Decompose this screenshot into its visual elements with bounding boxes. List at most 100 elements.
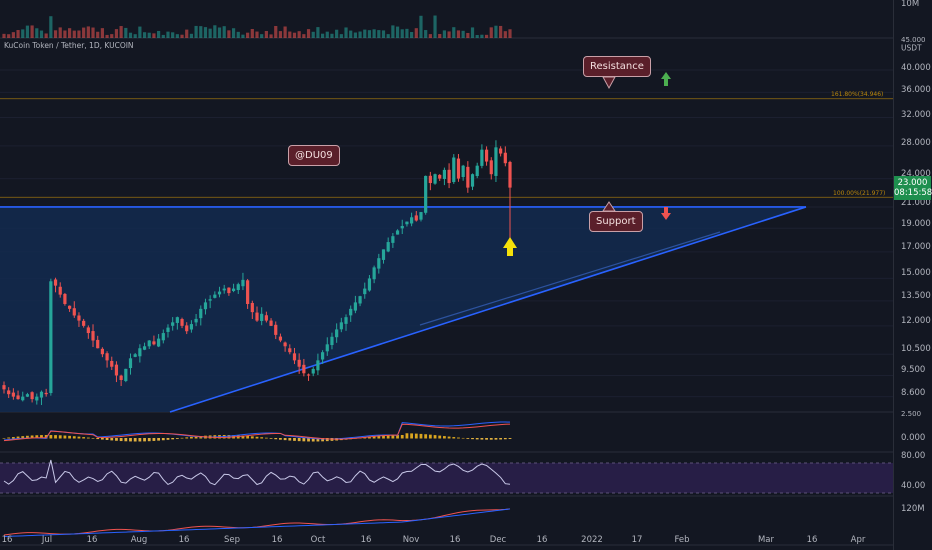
candle-body	[508, 161, 512, 188]
volume-bar	[96, 31, 100, 38]
candle-body	[363, 288, 367, 295]
y-tick: 9.500	[901, 365, 926, 375]
candle-body	[199, 308, 203, 319]
volume-bar	[189, 33, 194, 38]
volume-bar	[185, 29, 189, 38]
macd-histogram-bar	[171, 438, 175, 440]
macd-histogram-bar	[82, 437, 86, 439]
candle-body	[325, 344, 329, 352]
x-tick: Mar	[757, 535, 775, 545]
macd-histogram-bar	[255, 436, 259, 439]
macd-histogram-bar	[400, 435, 404, 439]
yellow-up-arrow-icon	[503, 237, 517, 256]
macd-histogram-bar	[316, 438, 320, 442]
candle-body	[128, 358, 133, 369]
volume-bar	[39, 30, 44, 38]
x-tick: Nov	[402, 535, 420, 545]
candle-body	[391, 236, 395, 243]
price-candles	[2, 140, 512, 406]
candle-body	[133, 354, 137, 357]
candle-body	[442, 169, 447, 179]
candle-body	[180, 319, 184, 326]
volume-bar	[105, 34, 109, 38]
candle-body	[499, 148, 503, 154]
triangle-support-trendline-extension	[419, 231, 721, 326]
macd-histogram-bar	[147, 438, 151, 442]
resistance-pointer	[602, 76, 616, 90]
candle-body	[400, 225, 404, 229]
macd-histogram-bar	[269, 438, 273, 439]
fib-lower-label: 100.00%(21.977)	[833, 190, 886, 197]
volume-bar	[372, 29, 376, 38]
candle-body	[161, 333, 165, 341]
macd-histogram-bar	[100, 438, 104, 440]
y-tick: 15.000	[901, 268, 931, 278]
candle-body	[119, 375, 123, 381]
y-tick: 24.000	[901, 169, 931, 179]
candle-body	[288, 348, 292, 353]
green-up-arrow-icon	[661, 72, 671, 86]
y-tick: 32.000	[901, 110, 931, 120]
volume-bar	[217, 27, 222, 38]
support-callout: Support	[589, 211, 643, 232]
macd-tick: 0.000	[901, 433, 926, 443]
price-axis[interactable]: 10M 45.000 USDT 40.000 36.000 32.000 28.…	[893, 0, 932, 550]
y-tick: 8.600	[901, 388, 926, 398]
macd-signal-line	[3, 423, 511, 442]
candle-body	[339, 322, 343, 330]
candle-body	[58, 286, 62, 295]
candle-body	[494, 147, 498, 176]
macd-histogram-bar	[250, 436, 254, 439]
candle-body	[175, 317, 179, 323]
volume-bar	[138, 26, 142, 38]
candle-body	[335, 329, 339, 338]
resistance-callout: Resistance	[583, 56, 651, 77]
candle-body	[63, 293, 67, 304]
candle-body	[147, 340, 151, 347]
candle-body	[203, 302, 208, 310]
volume-bar	[180, 34, 184, 38]
volume-bars	[2, 15, 512, 38]
volume-bar	[494, 25, 498, 38]
x-tick: 2022	[581, 535, 603, 545]
macd-histogram-bar	[16, 436, 20, 439]
macd-histogram-bar	[157, 438, 161, 441]
volume-bar	[452, 27, 456, 38]
volume-bar	[424, 30, 428, 38]
macd-histogram-bar	[185, 437, 189, 439]
x-tick: Sep	[223, 535, 241, 545]
macd-tick: 2.500	[901, 410, 922, 418]
candle-body	[77, 315, 81, 321]
volume-bar	[110, 34, 114, 38]
macd-histogram-bar	[405, 433, 409, 439]
volume-bar	[25, 25, 30, 38]
macd-histogram-bar	[293, 438, 296, 441]
macd-histogram-bar	[246, 435, 250, 439]
volume-bar	[395, 26, 400, 38]
y-tick: 10.500	[901, 344, 931, 354]
volume-low-label: 45.000	[901, 36, 926, 44]
volume-bar	[414, 28, 418, 38]
volume-bar	[484, 34, 489, 38]
rsi-tick: 40.00	[901, 481, 926, 491]
macd-histogram-bar	[307, 438, 310, 442]
macd-histogram-bar	[7, 437, 11, 439]
macd-histogram-bar	[433, 435, 437, 439]
macd-histogram-bar	[63, 435, 67, 439]
macd-histogram-bar	[49, 435, 53, 439]
macd-histogram-bar	[494, 438, 498, 440]
macd-histogram-bar	[124, 438, 128, 442]
volume-bar	[133, 34, 137, 38]
volume-bar	[367, 30, 372, 38]
volume-bar	[161, 34, 165, 38]
x-tick: 16	[806, 535, 818, 545]
volume-bar	[264, 30, 268, 38]
volume-bar	[91, 27, 95, 38]
macd-histogram-bar	[452, 437, 456, 439]
x-tick: Oct	[310, 535, 326, 545]
macd-histogram-bar	[283, 438, 287, 441]
candle-body	[105, 353, 109, 361]
volume-bar	[508, 29, 512, 38]
volume-bar	[349, 30, 353, 38]
volume-bar	[377, 30, 381, 38]
